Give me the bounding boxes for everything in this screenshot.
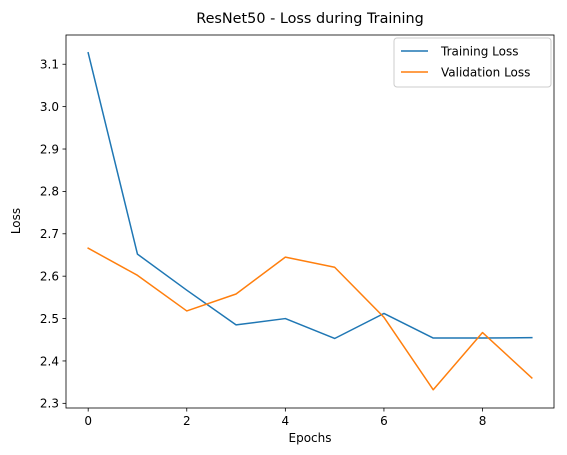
y-tick-label: 2.4	[40, 354, 59, 368]
x-tick-label: 2	[183, 414, 191, 428]
y-axis-ticks: 2.3 2.4 2.5 2.6 2.7 2.8 2.9 3.0 3.1	[40, 58, 66, 411]
legend-box	[393, 37, 552, 88]
y-tick-label: 2.3	[40, 397, 59, 411]
y-tick-label: 3.1	[40, 58, 59, 72]
x-tick-label: 0	[84, 414, 92, 428]
series-layer	[87, 51, 533, 391]
legend-label: Validation Loss	[441, 65, 530, 79]
legend-label: Training Loss	[440, 44, 518, 58]
x-tick-label: 4	[282, 414, 290, 428]
axes-frame	[65, 34, 555, 409]
x-axis-ticks: 0 2 4 6 8	[84, 408, 486, 428]
x-tick-label: 8	[479, 414, 487, 428]
legend: Training Loss Validation Loss	[393, 37, 552, 88]
x-axis-label: Epochs	[289, 431, 332, 445]
x-tick-label: 6	[380, 414, 388, 428]
y-tick-label: 2.9	[40, 142, 59, 156]
y-tick-label: 2.6	[40, 269, 59, 283]
y-axis-label: Loss	[9, 208, 23, 234]
series-line-training-loss	[87, 51, 533, 340]
y-tick-label: 2.8	[40, 185, 59, 199]
y-tick-label: 2.7	[40, 227, 59, 241]
chart-title: ResNet50 - Loss during Training	[196, 11, 424, 27]
y-tick-label: 2.5	[40, 312, 59, 326]
series-line-validation-loss	[87, 247, 533, 391]
y-tick-label: 3.0	[40, 100, 59, 114]
